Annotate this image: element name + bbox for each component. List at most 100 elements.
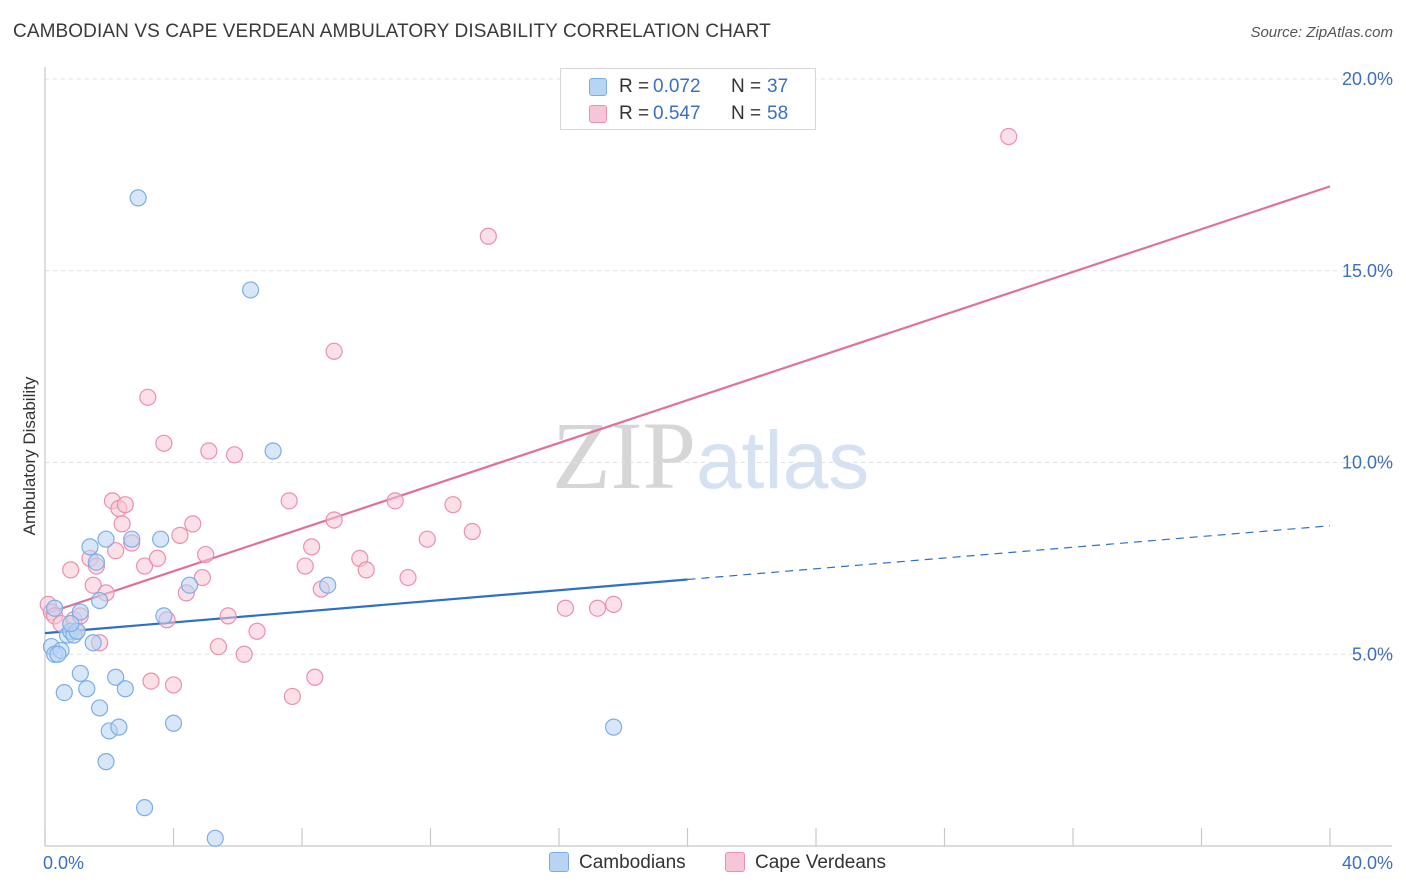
point-cape-verdeans — [1000, 127, 1018, 146]
point-cambodians — [97, 530, 115, 548]
point-cambodians — [107, 668, 125, 686]
trend-line-cambodians — [44, 578, 688, 635]
point-cambodians — [129, 189, 147, 207]
point-cambodians — [242, 281, 260, 299]
point-cape-verdeans — [303, 538, 321, 556]
point-cape-verdeans — [325, 511, 343, 529]
point-cape-verdeans — [306, 668, 324, 686]
point-cape-verdeans — [235, 645, 253, 663]
point-cambodians — [97, 753, 115, 771]
point-cambodians — [164, 714, 183, 732]
point-cape-verdeans — [248, 622, 266, 640]
point-cambodians — [605, 718, 623, 736]
trend-line-cambodians-extension — [687, 525, 1331, 581]
point-cape-verdeans — [139, 388, 157, 406]
legend-row-cambodians: R = 0.072 N = 37 — [561, 73, 815, 101]
point-cape-verdeans — [155, 434, 173, 452]
point-cambodians — [110, 718, 128, 736]
legend-row-cape-verdeans: R = 0.547 N = 58 — [561, 100, 815, 128]
correlation-legend: R = 0.072 N = 37 R = 0.547 N = 58 — [560, 68, 816, 130]
x-tick-labels: 0.0% 40.0% — [43, 853, 1393, 873]
point-cape-verdeans — [184, 515, 202, 533]
legend-swatch-pink — [725, 852, 745, 872]
point-cambodians — [319, 576, 337, 594]
point-cape-verdeans — [193, 568, 212, 587]
y-tick-labels: 5.0% 10.0% 15.0% 20.0% — [1342, 69, 1393, 664]
y-tick-label: 10.0% — [1342, 453, 1393, 473]
legend-n-value: 37 — [767, 76, 789, 97]
point-cape-verdeans — [84, 576, 102, 594]
point-cape-verdeans — [386, 492, 404, 510]
point-cape-verdeans — [200, 442, 218, 460]
point-cape-verdeans — [142, 672, 160, 690]
legend-r-label: R = — [619, 103, 650, 124]
point-cape-verdeans — [164, 676, 183, 694]
watermark-zip: ZIP — [552, 402, 696, 509]
point-cape-verdeans — [399, 568, 417, 587]
point-cape-verdeans — [444, 496, 462, 514]
point-cambodians — [91, 699, 109, 717]
point-cape-verdeans — [116, 496, 134, 514]
point-cape-verdeans — [113, 515, 131, 533]
point-cape-verdeans — [463, 522, 481, 541]
point-cape-verdeans — [418, 530, 436, 548]
point-cape-verdeans — [357, 561, 375, 579]
y-tick-label: 20.0% — [1342, 69, 1393, 89]
legend-label-cape-verdeans: Cape Verdeans — [755, 852, 886, 873]
legend-r-value: 0.072 — [653, 76, 701, 97]
legend-r-label: R = — [619, 76, 650, 97]
point-cambodians — [84, 634, 102, 652]
point-cape-verdeans — [296, 557, 314, 575]
legend-swatch-pink — [589, 105, 607, 123]
source-credit: Source: ZipAtlas.com — [1250, 24, 1393, 41]
point-cambodians — [78, 680, 96, 698]
point-cambodians — [49, 645, 67, 663]
point-cape-verdeans — [135, 557, 154, 575]
x-tick-label: 0.0% — [43, 853, 84, 873]
legend-n-value: 58 — [767, 103, 789, 124]
point-cambodians — [71, 664, 89, 683]
point-cape-verdeans — [171, 526, 189, 544]
legend-swatch-blue — [589, 78, 607, 96]
point-cambodians — [123, 530, 141, 548]
point-cape-verdeans — [588, 599, 607, 617]
legend-r-value: 0.547 — [653, 103, 701, 124]
point-cape-verdeans — [280, 492, 298, 510]
point-cambodians — [135, 799, 154, 817]
point-cambodians — [46, 599, 64, 617]
point-cape-verdeans — [148, 549, 167, 567]
watermark-atlas: atlas — [696, 415, 870, 506]
point-cape-verdeans — [283, 687, 301, 706]
point-cape-verdeans — [325, 342, 343, 360]
point-cambodians — [116, 680, 134, 698]
point-cambodians — [264, 442, 282, 460]
point-cape-verdeans — [479, 227, 497, 245]
chart-title: CAMBODIAN VS CAPE VERDEAN AMBULATORY DIS… — [13, 21, 771, 42]
point-cambodians — [71, 603, 89, 621]
point-cambodians — [206, 829, 224, 847]
legend-item-cambodians: Cambodians — [549, 852, 686, 874]
point-cambodians — [62, 614, 80, 633]
point-cape-verdeans — [62, 561, 80, 579]
legend-n-label: N = — [731, 103, 762, 124]
grid-lines — [45, 78, 1392, 655]
x-tick-label: 40.0% — [1342, 853, 1393, 873]
legend-n-label: N = — [731, 76, 762, 97]
point-cape-verdeans — [197, 545, 215, 564]
trend-line-cape-verdeans — [44, 185, 1331, 616]
point-cape-verdeans — [225, 446, 244, 464]
point-cambodians — [87, 553, 106, 571]
legend-swatch-blue — [549, 852, 569, 872]
y-tick-label: 5.0% — [1352, 644, 1393, 664]
axes — [44, 67, 1392, 847]
y-tick-label: 15.0% — [1342, 261, 1393, 281]
trend-lines — [44, 185, 1331, 635]
point-cape-verdeans — [209, 637, 228, 656]
point-cape-verdeans — [219, 607, 237, 625]
legend-item-cape-verdeans: Cape Verdeans — [725, 852, 886, 874]
watermark: ZIPatlas — [552, 400, 869, 511]
point-cambodians — [155, 607, 173, 625]
legend-label-cambodians: Cambodians — [579, 852, 686, 873]
point-cape-verdeans — [556, 599, 575, 617]
